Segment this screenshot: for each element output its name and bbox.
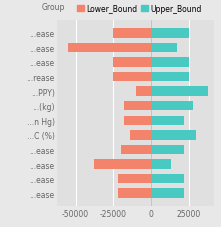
Bar (151, 160, 171, 169)
Bar (113, 72, 151, 82)
Bar (151, 174, 184, 184)
Bar (151, 58, 189, 67)
Bar (94, 160, 151, 169)
Text: Group: Group (42, 3, 65, 12)
Bar (130, 131, 151, 140)
Bar (124, 101, 151, 111)
Bar (121, 145, 151, 155)
Bar (118, 189, 151, 198)
Bar (151, 189, 184, 198)
Bar (113, 58, 151, 67)
Bar (151, 131, 196, 140)
Bar (151, 116, 184, 126)
Bar (151, 145, 184, 155)
Bar (136, 87, 151, 96)
Bar (151, 43, 177, 53)
Bar (151, 101, 193, 111)
Bar (113, 29, 151, 38)
Bar (151, 72, 189, 82)
Bar (151, 29, 189, 38)
Bar (68, 43, 151, 53)
Bar (151, 87, 208, 96)
Bar (124, 116, 151, 126)
Legend: Lower_Bound, Upper_Bound: Lower_Bound, Upper_Bound (73, 2, 205, 17)
Bar (118, 174, 151, 184)
